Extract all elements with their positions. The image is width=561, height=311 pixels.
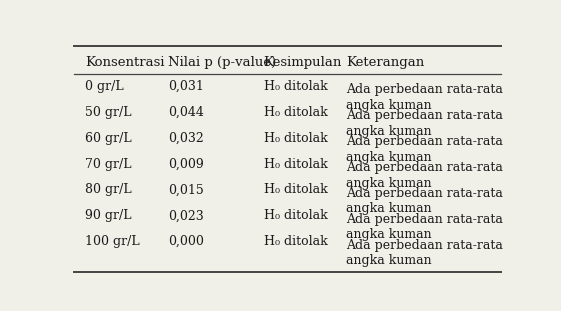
Text: H₀ ditolak: H₀ ditolak: [264, 209, 328, 222]
Text: 90 gr/L: 90 gr/L: [85, 209, 132, 222]
Text: 0,032: 0,032: [168, 132, 204, 145]
Text: 0,023: 0,023: [168, 209, 204, 222]
Text: H₀ ditolak: H₀ ditolak: [264, 158, 328, 171]
Text: Ada perbedaan rata-rata
angka kuman: Ada perbedaan rata-rata angka kuman: [346, 109, 503, 138]
Text: Nilai p (p-value): Nilai p (p-value): [168, 56, 276, 69]
Text: 0,044: 0,044: [168, 106, 204, 119]
Text: Ada perbedaan rata-rata
angka kuman: Ada perbedaan rata-rata angka kuman: [346, 187, 503, 216]
Text: Kesimpulan: Kesimpulan: [264, 56, 342, 69]
Text: 100 gr/L: 100 gr/L: [85, 235, 140, 248]
Text: Ada perbedaan rata-rata
angka kuman: Ada perbedaan rata-rata angka kuman: [346, 239, 503, 267]
Text: Ada perbedaan rata-rata
angka kuman: Ada perbedaan rata-rata angka kuman: [346, 83, 503, 112]
Text: H₀ ditolak: H₀ ditolak: [264, 132, 328, 145]
Text: 0,015: 0,015: [168, 183, 204, 197]
Text: 0,000: 0,000: [168, 235, 204, 248]
Text: 80 gr/L: 80 gr/L: [85, 183, 132, 197]
Text: H₀ ditolak: H₀ ditolak: [264, 235, 328, 248]
Text: Ada perbedaan rata-rata
angka kuman: Ada perbedaan rata-rata angka kuman: [346, 213, 503, 241]
Text: 0,009: 0,009: [168, 158, 204, 171]
Text: Keterangan: Keterangan: [346, 56, 425, 69]
Text: Konsentrasi: Konsentrasi: [85, 56, 165, 69]
Text: 0,031: 0,031: [168, 80, 204, 93]
Text: H₀ ditolak: H₀ ditolak: [264, 183, 328, 197]
Text: 60 gr/L: 60 gr/L: [85, 132, 132, 145]
Text: Ada perbedaan rata-rata
angka kuman: Ada perbedaan rata-rata angka kuman: [346, 135, 503, 164]
Text: H₀ ditolak: H₀ ditolak: [264, 80, 328, 93]
Text: 50 gr/L: 50 gr/L: [85, 106, 132, 119]
Text: Ada perbedaan rata-rata
angka kuman: Ada perbedaan rata-rata angka kuman: [346, 161, 503, 189]
Text: H₀ ditolak: H₀ ditolak: [264, 106, 328, 119]
Text: 0 gr/L: 0 gr/L: [85, 80, 124, 93]
Text: 70 gr/L: 70 gr/L: [85, 158, 132, 171]
